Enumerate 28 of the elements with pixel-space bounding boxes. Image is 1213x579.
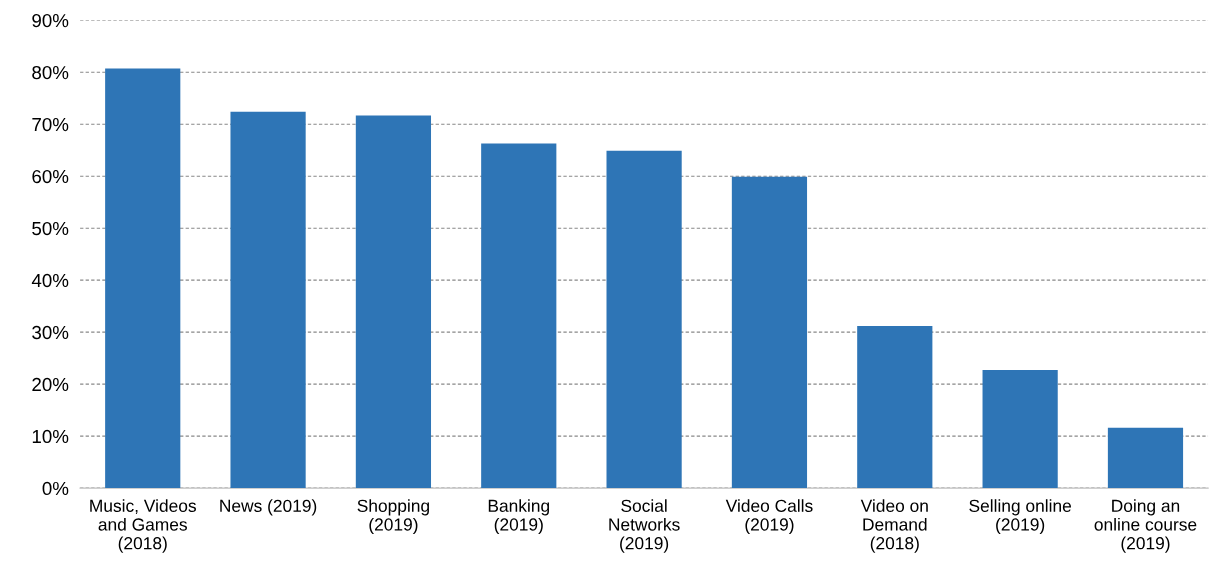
y-tick-label: 10% bbox=[32, 429, 69, 444]
y-tick-label: 60% bbox=[32, 169, 69, 184]
bar bbox=[481, 143, 557, 489]
y-tick-label: 70% bbox=[32, 117, 69, 132]
bar bbox=[731, 176, 808, 489]
x-tick-label: Doing an online course (2019) bbox=[1094, 499, 1197, 553]
y-tick-label: 80% bbox=[32, 65, 69, 80]
x-tick-label: Shopping (2019) bbox=[357, 499, 429, 535]
bar bbox=[105, 68, 181, 489]
bar bbox=[606, 150, 682, 489]
y-tick-label: 30% bbox=[32, 325, 69, 340]
x-tick-label: Video on Demand (2018) bbox=[860, 499, 928, 553]
x-tick-label: News (2019) bbox=[220, 499, 317, 516]
x-tick-label: Music, Videos and Games (2018) bbox=[90, 499, 196, 553]
bar bbox=[1107, 427, 1184, 489]
y-tick-label: 50% bbox=[32, 221, 69, 236]
x-tick-label: Selling online (2019) bbox=[969, 499, 1071, 535]
x-tick-label: Social Networks (2019) bbox=[609, 499, 680, 553]
y-tick-label: 20% bbox=[32, 377, 69, 392]
y-tick-label: 0% bbox=[42, 481, 69, 496]
bar bbox=[857, 325, 933, 489]
y-tick-label: 40% bbox=[31, 273, 69, 288]
x-tick-label: Video Calls (2019) bbox=[725, 499, 813, 535]
y-tick-label: 90% bbox=[32, 13, 69, 28]
bar bbox=[982, 370, 1058, 489]
x-tick-label: Banking (2019) bbox=[488, 499, 550, 535]
bar bbox=[230, 111, 306, 489]
bar bbox=[355, 115, 432, 489]
